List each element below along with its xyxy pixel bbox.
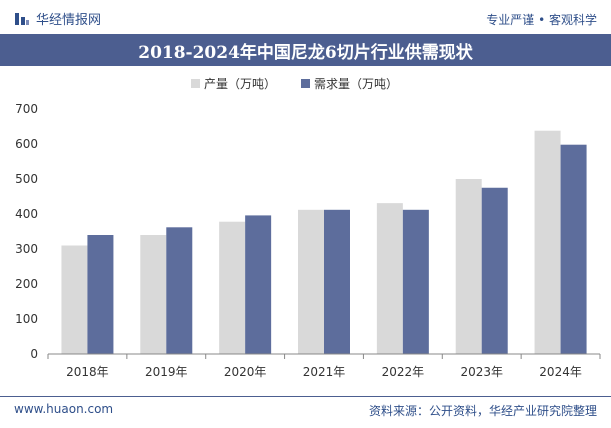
x-tick-label: 2020年 (224, 365, 267, 379)
legend: 产量（万吨） 需求量（万吨） (191, 77, 398, 91)
y-tick-label: 300 (15, 242, 38, 256)
y-tick-label: 700 (15, 102, 38, 116)
bar-production (298, 209, 324, 354)
bar-demand (481, 187, 508, 354)
bar-demand (245, 215, 272, 354)
bars (61, 130, 587, 354)
y-axis: 0 100 200 300 400 500 600 700 (15, 102, 38, 361)
bar-production (61, 245, 88, 354)
legend-swatch-0 (191, 79, 200, 88)
bar-demand (402, 209, 429, 354)
x-tick-label: 2024年 (539, 365, 582, 379)
y-tick-label: 0 (30, 347, 38, 361)
bar-production (140, 235, 167, 354)
chart-title: 2018-2024年中国尼龙6切片行业供需现状 (0, 34, 611, 66)
bar-production (219, 221, 246, 354)
bar-demand (87, 235, 114, 354)
footer-divider (0, 396, 611, 397)
y-tick-label: 400 (15, 207, 38, 221)
legend-swatch-1 (301, 79, 310, 88)
legend-label-0: 产量（万吨） (204, 77, 276, 91)
bar-demand (324, 209, 350, 354)
brand-name: 华经情报网 (36, 13, 102, 28)
legend-label-1: 需求量（万吨） (314, 77, 398, 91)
y-tick-label: 500 (15, 172, 38, 186)
y-tick-label: 200 (15, 277, 38, 291)
bar-production (455, 179, 482, 354)
x-tick-label: 2018年 (66, 365, 109, 379)
bar-production (534, 130, 561, 354)
bar-demand (166, 227, 193, 354)
y-tick-label: 100 (15, 312, 38, 326)
header-bar: 华经情报网 专业严谨 • 客观科学 (0, 0, 611, 36)
x-tick-label: 2023年 (460, 365, 503, 379)
brand[interactable]: 华经情报网 (14, 9, 101, 28)
x-tick-label: 2019年 (145, 365, 188, 379)
x-axis: 2018年 2019年 2020年 2021年 2022年 2023年 2024年 (47, 353, 601, 379)
x-tick-label: 2021年 (303, 365, 346, 379)
tagline: 专业严谨 • 客观科学 (486, 13, 597, 27)
website-link[interactable]: www.huaon.com (14, 402, 114, 416)
source-note: 资料来源：公开资料，华经产业研究院整理 (368, 404, 597, 418)
bar-demand (560, 144, 587, 354)
y-tick-label: 600 (15, 137, 38, 151)
x-tick-label: 2022年 (382, 365, 425, 379)
bar-chart-logo-icon (15, 12, 29, 25)
bar-production (376, 203, 403, 354)
bar-chart: 产量（万吨） 需求量（万吨） 0 100 200 300 400 500 600 700 201… (15, 77, 601, 379)
